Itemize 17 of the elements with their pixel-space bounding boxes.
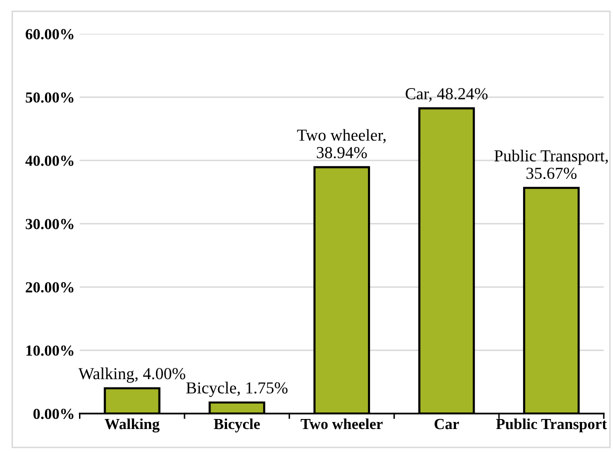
data-label: Bicycle, 1.75% [186,382,288,397]
x-tick-label: Walking [104,418,160,432]
data-label: Public Transport, 35.67% [494,150,608,179]
y-tick-label: 20.00% [26,282,74,293]
x-tick-label: Bicycle [214,418,260,432]
y-tick-label: 50.00% [26,92,74,103]
x-tick-label: Two wheeler [300,418,383,430]
y-tick-label: 0.00% [33,408,74,420]
y-tick-label: 40.00% [25,156,74,166]
data-label: Walking, 4.00% [78,368,186,383]
x-tick-label: Public Transport [496,418,607,432]
data-label: Car, 48.24% [406,88,488,102]
x-tick-label: Car [434,418,459,430]
data-label: Two wheeler, 38.94% [297,129,386,158]
y-tick-label: 60.00% [26,29,74,40]
y-tick-label: 10.00% [26,345,74,356]
y-tick-label: 30.00% [26,218,74,230]
